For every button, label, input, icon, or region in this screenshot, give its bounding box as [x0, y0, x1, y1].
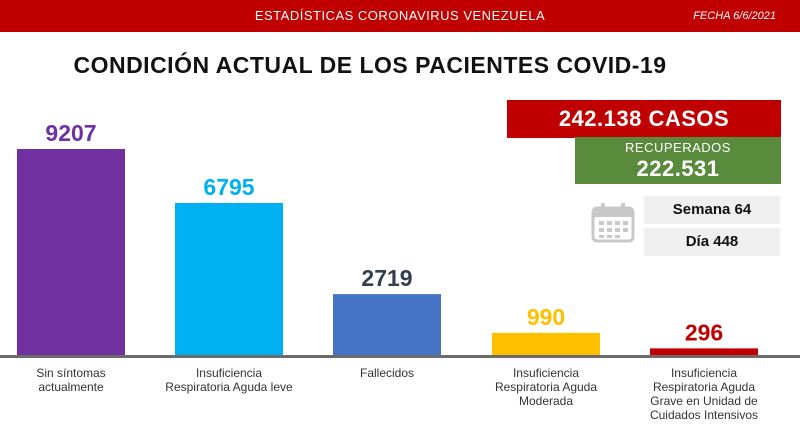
bar-5	[650, 348, 758, 355]
category-label-3: Fallecidos	[360, 366, 414, 380]
bar-3	[333, 294, 441, 355]
bar-value-label-5: 296	[685, 319, 723, 345]
recovered-label: RECUPERADOS	[625, 140, 731, 155]
bar-value-label-2: 6795	[203, 174, 254, 200]
page-title: CONDICIÓN ACTUAL DE LOS PACIENTES COVID-…	[73, 52, 667, 78]
bar-4	[492, 332, 600, 355]
total-cases-box: 242.138 CASOS	[507, 100, 781, 138]
bar-value-label-4: 990	[527, 304, 565, 330]
bar-2	[175, 202, 283, 355]
recovered-box: RECUPERADOS 222.531	[575, 137, 781, 184]
bar-1	[17, 149, 125, 355]
header-title: ESTADÍSTICAS CORONAVIRUS VENEZUELA	[254, 8, 546, 23]
day-counter: Día 448	[644, 228, 780, 256]
header-bar: ESTADÍSTICAS CORONAVIRUS VENEZUELA FECHA…	[0, 0, 800, 32]
bar-value-label-1: 9207	[45, 120, 96, 146]
recovered-value: 222.531	[636, 156, 720, 181]
week-counter: Semana 64	[644, 196, 780, 224]
bar-value-label-3: 2719	[361, 265, 412, 291]
category-label-1: Sin síntomas actualmente	[36, 366, 105, 394]
header-date: FECHA 6/6/2021	[693, 10, 776, 22]
category-label-4: Insuficiencia Respiratoria Aguda Moderada	[495, 366, 597, 408]
axis-band	[0, 355, 800, 358]
category-label-2: Insuficiencia Respiratoria Aguda leve	[165, 366, 293, 394]
calendar-icon	[591, 203, 635, 243]
category-label-5: Insuficiencia Respiratoria Aguda Grave en …	[650, 366, 758, 422]
